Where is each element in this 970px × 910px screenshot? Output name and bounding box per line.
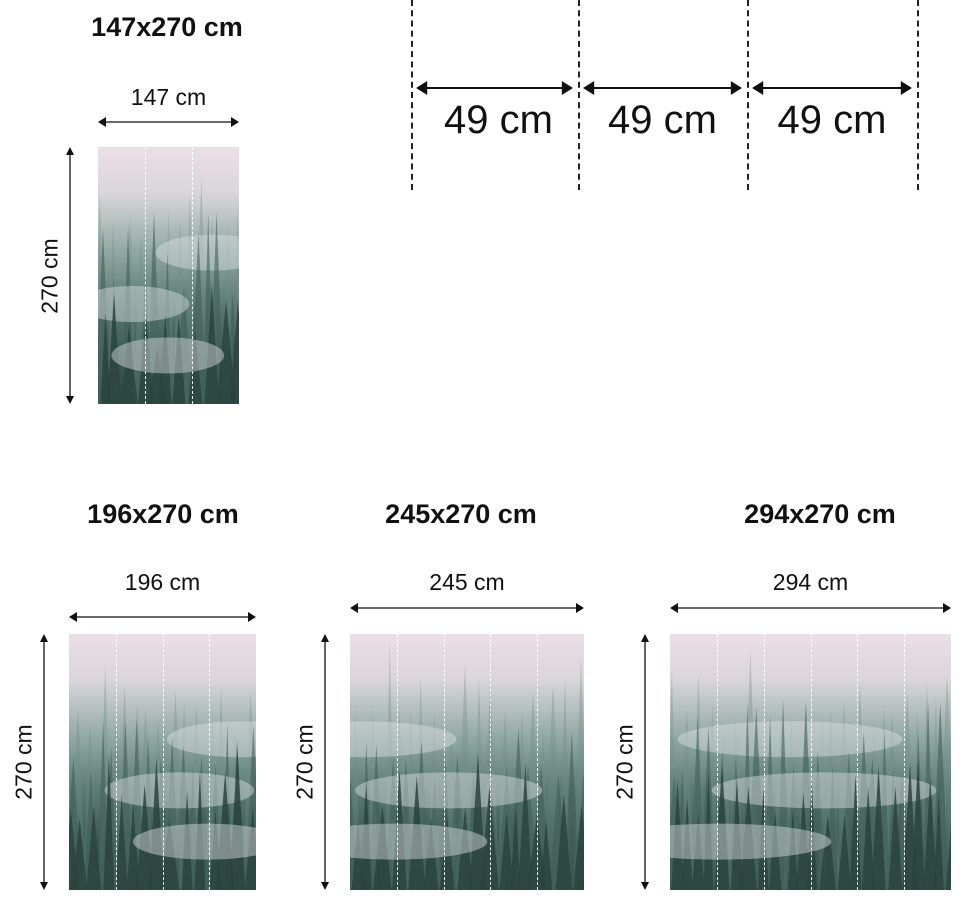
strip-width-label: 49 cm — [444, 98, 553, 142]
width-arrow — [69, 612, 256, 622]
strip-width-label: 49 cm — [777, 98, 887, 142]
height-label: 270 cm — [291, 724, 318, 800]
height-label: 270 cm — [10, 724, 37, 800]
strip-boundary-line — [411, 0, 413, 190]
width-label: 196 cm — [124, 569, 201, 595]
size-title: 245x270 cm — [385, 499, 537, 529]
strip-seam — [537, 634, 539, 890]
wallpaper-preview — [670, 634, 951, 890]
strip-boundary-line — [917, 0, 919, 190]
strip-seam — [904, 634, 906, 890]
width-label: 294 cm — [772, 569, 849, 595]
width-arrow — [350, 603, 584, 613]
size-title: 196x270 cm — [87, 499, 239, 529]
strip-width-label: 49 cm — [608, 98, 717, 142]
size-title: 294x270 cm — [744, 499, 896, 529]
strip-seam — [192, 147, 193, 404]
wallpaper-preview — [69, 634, 256, 890]
strip-seam — [490, 634, 492, 890]
strip-width-arrow — [583, 81, 742, 95]
strip-seam — [810, 634, 812, 890]
strip-seam — [443, 634, 445, 890]
strip-boundary-line — [578, 0, 580, 190]
width-label: 245 cm — [429, 569, 505, 595]
width-arrow — [670, 603, 951, 613]
strip-seam — [716, 634, 718, 890]
strip-width-arrow — [752, 81, 912, 95]
height-arrow — [321, 634, 329, 890]
height-label: 270 cm — [611, 724, 638, 800]
strip-seam — [396, 634, 398, 890]
size-title: 147x270 cm — [91, 12, 243, 42]
height-arrow — [641, 634, 649, 890]
strip-seam — [763, 634, 765, 890]
wallpaper-preview — [98, 147, 239, 404]
wallpaper-preview — [350, 634, 584, 890]
strip-seam — [209, 634, 211, 890]
strip-boundary-line — [747, 0, 749, 190]
height-arrow — [40, 634, 48, 890]
strip-seam — [145, 147, 146, 404]
width-arrow — [98, 117, 239, 127]
strip-seam — [115, 634, 117, 890]
height-arrow — [66, 147, 74, 404]
height-label: 270 cm — [36, 237, 63, 314]
strip-width-arrow — [416, 81, 573, 95]
width-label: 147 cm — [130, 84, 207, 110]
strip-seam — [857, 634, 859, 890]
strip-seam — [162, 634, 164, 890]
